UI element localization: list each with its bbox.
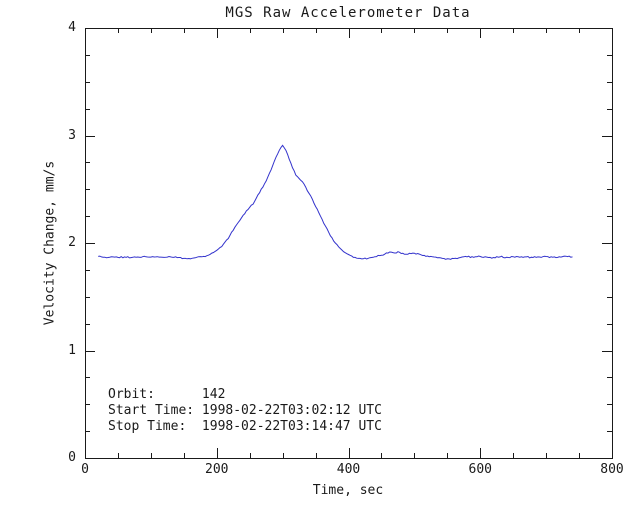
y-tick-label: 0	[68, 450, 76, 465]
y-tick-label: 3	[68, 127, 76, 143]
data-line-velocity-change	[98, 144, 573, 260]
x-tick-label: 800	[600, 462, 624, 477]
chart-title: MGS Raw Accelerometer Data	[225, 5, 471, 21]
x-tick-label: 0	[81, 462, 89, 477]
annotation-start-time: Start Time: 1998-02-22T03:02:12 UTC	[108, 403, 382, 418]
x-tick-label: 200	[205, 462, 229, 477]
y-tick-label: 4	[68, 20, 76, 35]
annotation-stop-time: Stop Time: 1998-02-22T03:14:47 UTC	[108, 419, 382, 434]
annotation-orbit: Orbit: 142	[108, 387, 226, 402]
x-tick-label: 400	[336, 462, 361, 477]
y-tick-label: 2	[68, 235, 76, 250]
x-axis-label: Time, sec	[312, 483, 384, 498]
x-tick-label: 600	[468, 462, 492, 477]
y-tick-label: 1	[68, 342, 76, 358]
